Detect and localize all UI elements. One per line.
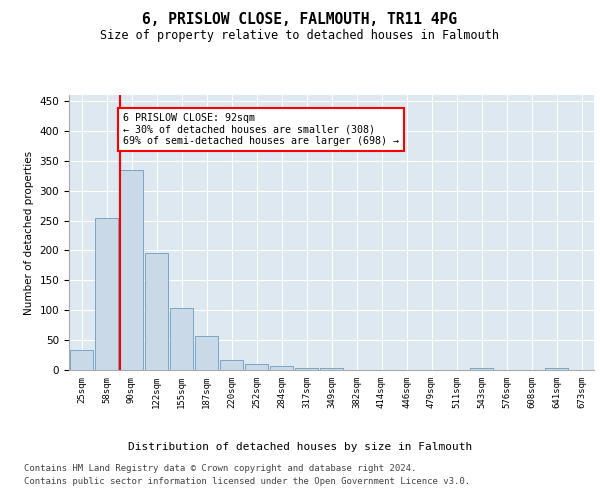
Bar [145,253,169,370]
Bar [95,218,118,370]
Text: Contains public sector information licensed under the Open Government Licence v3: Contains public sector information licen… [24,478,470,486]
Bar [320,368,343,370]
Text: Size of property relative to detached houses in Falmouth: Size of property relative to detached ho… [101,29,499,42]
Bar [245,364,268,370]
Bar [470,368,493,370]
Bar [295,368,319,370]
Text: Contains HM Land Registry data © Crown copyright and database right 2024.: Contains HM Land Registry data © Crown c… [24,464,416,473]
Bar [170,308,193,370]
Text: Distribution of detached houses by size in Falmouth: Distribution of detached houses by size … [128,442,472,452]
Bar [220,360,244,370]
Text: 6, PRISLOW CLOSE, FALMOUTH, TR11 4PG: 6, PRISLOW CLOSE, FALMOUTH, TR11 4PG [143,12,458,28]
Bar [269,366,293,370]
Y-axis label: Number of detached properties: Number of detached properties [24,150,34,314]
Bar [119,170,143,370]
Bar [194,336,218,370]
Bar [545,368,568,370]
Bar [70,350,94,370]
Text: 6 PRISLOW CLOSE: 92sqm
← 30% of detached houses are smaller (308)
69% of semi-de: 6 PRISLOW CLOSE: 92sqm ← 30% of detached… [124,113,400,146]
